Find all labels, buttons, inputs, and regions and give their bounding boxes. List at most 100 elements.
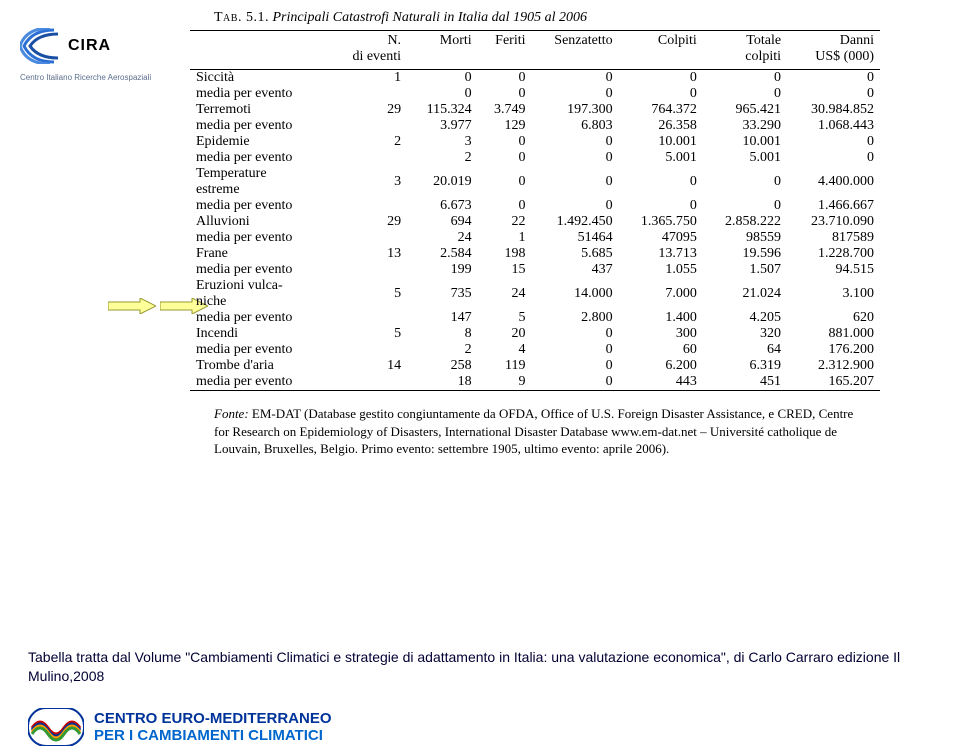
cell: 1.068.443 <box>787 118 880 134</box>
col-blank <box>190 31 332 68</box>
cell: 20 <box>478 326 532 342</box>
cell: 176.200 <box>787 342 880 358</box>
cell: 0 <box>478 70 532 87</box>
col-feriti: Feriti <box>478 31 532 68</box>
fonte-text: EM-DAT (Database gestito congiuntamente … <box>214 406 853 456</box>
cell: 5.685 <box>532 246 619 262</box>
cell: 0 <box>703 166 787 198</box>
cell: 3 <box>407 134 478 150</box>
table-row: media per evento3.9771296.80326.35833.29… <box>190 118 880 134</box>
cell: 694 <box>407 214 478 230</box>
cell: 29 <box>332 102 407 118</box>
row-label: Trombe d'aria <box>190 358 332 374</box>
row-label: Epidemie <box>190 134 332 150</box>
cell: 735 <box>407 278 478 310</box>
footer-line2: PER I CAMBIAMENTI CLIMATICI <box>94 727 332 744</box>
col-senzatetto: Senzatetto <box>532 31 619 68</box>
cell: 26.358 <box>619 118 703 134</box>
row-label: Incendi <box>190 326 332 342</box>
cell: 14 <box>332 358 407 374</box>
table-row: Epidemie230010.00110.0010 <box>190 134 880 150</box>
table-row: Trombe d'aria1425811906.2006.3192.312.90… <box>190 358 880 374</box>
table-source: Fonte: EM-DAT (Database gestito congiunt… <box>190 405 880 458</box>
cell: 2 <box>407 342 478 358</box>
table-row: media per evento241514644709598559817589 <box>190 230 880 246</box>
cell: 5.001 <box>703 150 787 166</box>
cell: 14.000 <box>532 278 619 310</box>
cell: 0 <box>532 326 619 342</box>
cell: 0 <box>478 86 532 102</box>
col-n-eventi: N.di eventi <box>332 31 407 68</box>
cell: 2.584 <box>407 246 478 262</box>
cell: 0 <box>787 150 880 166</box>
cell: 0 <box>478 134 532 150</box>
cell: 13 <box>332 246 407 262</box>
cell: 0 <box>532 70 619 87</box>
cell: 0 <box>532 374 619 391</box>
cell: 0 <box>532 134 619 150</box>
table-row: media per evento199154371.0551.50794.515 <box>190 262 880 278</box>
cell: 19.596 <box>703 246 787 262</box>
cell: 6.673 <box>407 198 478 214</box>
table-row: Incendi58200300320881.000 <box>190 326 880 342</box>
cell: 30.984.852 <box>787 102 880 118</box>
cell: 0 <box>478 198 532 214</box>
cell: 2.312.900 <box>787 358 880 374</box>
cell: 147 <box>407 310 478 326</box>
cell: 2 <box>332 134 407 150</box>
cell: 0 <box>787 134 880 150</box>
table-row: media per evento6.67300001.466.667 <box>190 198 880 214</box>
row-label: Frane <box>190 246 332 262</box>
row-label: Siccità <box>190 70 332 87</box>
row-label: Temperatureestreme <box>190 166 332 198</box>
cell: 1.365.750 <box>619 214 703 230</box>
cell: 115.324 <box>407 102 478 118</box>
cira-text: CIRA <box>68 37 111 55</box>
cell: 4 <box>478 342 532 358</box>
cell: 300 <box>619 326 703 342</box>
cell: 1.228.700 <box>787 246 880 262</box>
table-row: media per evento2005.0015.0010 <box>190 150 880 166</box>
footer-line1: CENTRO EURO-MEDITERRANEO <box>94 710 332 727</box>
footer-text: CENTRO EURO-MEDITERRANEO PER I CAMBIAMEN… <box>94 710 332 745</box>
cell <box>332 198 407 214</box>
cell: 6.200 <box>619 358 703 374</box>
cell: 0 <box>532 166 619 198</box>
cell <box>332 86 407 102</box>
row-label-media: media per evento <box>190 262 332 278</box>
cell: 24 <box>478 278 532 310</box>
cell: 1 <box>332 70 407 87</box>
cell: 1.055 <box>619 262 703 278</box>
row-label: Eruzioni vulca-niche <box>190 278 332 310</box>
row-label-media: media per evento <box>190 118 332 134</box>
cell: 0 <box>787 86 880 102</box>
cell: 5 <box>332 278 407 310</box>
cell: 1.492.450 <box>532 214 619 230</box>
cell: 437 <box>532 262 619 278</box>
table-row: Frane132.5841985.68513.71319.5961.228.70… <box>190 246 880 262</box>
cell: 1.400 <box>619 310 703 326</box>
table-row: Siccità1000000 <box>190 70 880 87</box>
cell: 258 <box>407 358 478 374</box>
cell: 3.977 <box>407 118 478 134</box>
cell: 1 <box>478 230 532 246</box>
cell: 2.800 <box>532 310 619 326</box>
row-label: Terremoti <box>190 102 332 118</box>
cell: 0 <box>407 86 478 102</box>
cell: 29 <box>332 214 407 230</box>
table-title-rest: Principali Catastrofi Naturali in Italia… <box>272 10 587 25</box>
cell <box>332 118 407 134</box>
cell: 5.001 <box>619 150 703 166</box>
cell: 18 <box>407 374 478 391</box>
cell: 0 <box>619 86 703 102</box>
row-label-media: media per evento <box>190 198 332 214</box>
row-label: Alluvioni <box>190 214 332 230</box>
row-label-media: media per evento <box>190 150 332 166</box>
cell <box>332 262 407 278</box>
cell: 1.507 <box>703 262 787 278</box>
cell: 0 <box>787 70 880 87</box>
cell <box>332 342 407 358</box>
cell <box>332 230 407 246</box>
cell: 23.710.090 <box>787 214 880 230</box>
cell: 0 <box>532 86 619 102</box>
